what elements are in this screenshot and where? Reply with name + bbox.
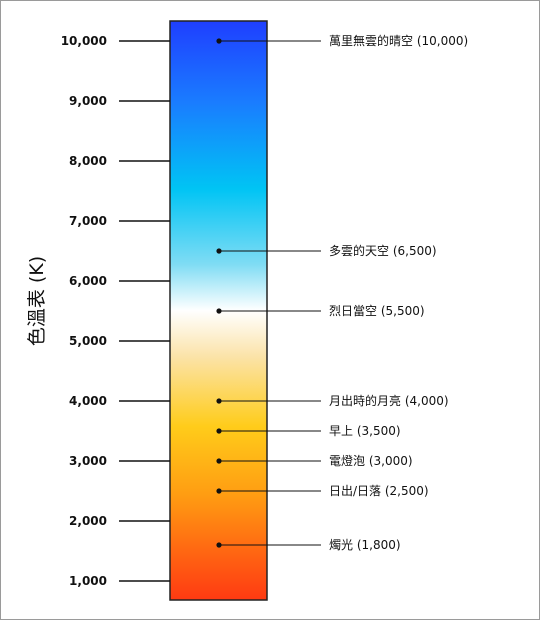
annotation-marker-dot — [216, 38, 222, 44]
annotation-marker-dot — [216, 308, 222, 314]
annotation-marker-dot — [216, 248, 222, 254]
annotation-label: 早上 (3,500) — [329, 424, 401, 438]
tick-label: 8,000 — [69, 154, 107, 168]
tick-label: 2,000 — [69, 514, 107, 528]
annotation-marker-dot — [216, 398, 222, 404]
tick-label: 3,000 — [69, 454, 107, 468]
annotation-marker-dot — [216, 488, 222, 494]
tick-label: 5,000 — [69, 334, 107, 348]
annotation-label: 日出/日落 (2,500) — [329, 484, 429, 498]
annotation-label: 多雲的天空 (6,500) — [329, 243, 437, 258]
tick-label: 9,000 — [69, 94, 107, 108]
annotation-label: 月出時的月亮 (4,000) — [329, 393, 449, 408]
annotation-marker-dot — [216, 428, 222, 434]
annotation-marker-dot — [216, 542, 222, 548]
annotation-label: 萬里無雲的晴空 (10,000) — [329, 33, 468, 48]
tick-label: 1,000 — [69, 574, 107, 588]
tick-label: 6,000 — [69, 274, 107, 288]
axis-title: 色溫表 (K) — [26, 256, 48, 346]
annotation-label: 電燈泡 (3,000) — [329, 453, 413, 468]
annotation-marker-dot — [216, 458, 222, 464]
annotation-label: 烈日當空 (5,500) — [329, 304, 425, 318]
tick-label: 7,000 — [69, 214, 107, 228]
annotation-label: 燭光 (1,800) — [329, 538, 401, 552]
tick-label: 10,000 — [61, 34, 107, 48]
tick-label: 4,000 — [69, 394, 107, 408]
